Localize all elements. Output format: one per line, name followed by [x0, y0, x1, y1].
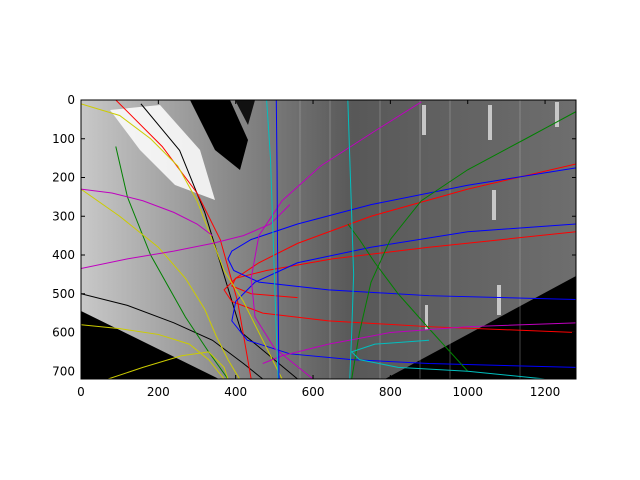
y-tick-label: 400: [52, 248, 75, 262]
series-layer: [81, 100, 576, 379]
y-tick-label: 700: [52, 364, 75, 378]
series-line-1: [81, 293, 264, 379]
y-tick-label: 100: [52, 132, 75, 146]
series-line-13: [107, 351, 229, 379]
series-line-20: [350, 339, 546, 379]
y-tick-label: 0: [67, 93, 75, 107]
x-tick-label: 600: [302, 385, 325, 399]
series-line-14: [81, 204, 291, 270]
y-tick-label: 300: [52, 209, 75, 223]
series-line-12: [81, 324, 225, 379]
series-line-15: [81, 188, 213, 237]
series-line-0: [140, 103, 298, 379]
plot-frame: [80, 99, 577, 380]
x-axis: 0 200 400 600 800 1000 1200: [77, 100, 560, 399]
x-tick-label: 200: [147, 385, 170, 399]
series-line-10: [81, 103, 283, 379]
series-line-21: [275, 100, 280, 379]
series-line-16: [250, 101, 422, 379]
x-tick-label: 800: [379, 385, 402, 399]
y-tick-label: 600: [52, 326, 75, 340]
series-line-8: [351, 111, 576, 379]
series-line-18: [266, 100, 279, 379]
series-line-9: [347, 223, 469, 372]
x-tick-label: 1000: [452, 385, 483, 399]
x-tick-label: 1200: [530, 385, 561, 399]
series-line-3: [223, 163, 576, 333]
y-axis: 0 100 200 300 400 500 600 700: [52, 93, 576, 378]
series-line-5: [227, 167, 576, 301]
y-tick-label: 500: [52, 287, 75, 301]
series-line-19: [347, 100, 355, 379]
series-line-11: [81, 188, 240, 379]
x-tick-label: 0: [77, 385, 85, 399]
y-tick-label: 200: [52, 171, 75, 185]
x-tick-label: 400: [224, 385, 247, 399]
series-line-7: [115, 146, 229, 379]
series-line-2: [115, 100, 252, 379]
series-line-4: [231, 231, 576, 299]
